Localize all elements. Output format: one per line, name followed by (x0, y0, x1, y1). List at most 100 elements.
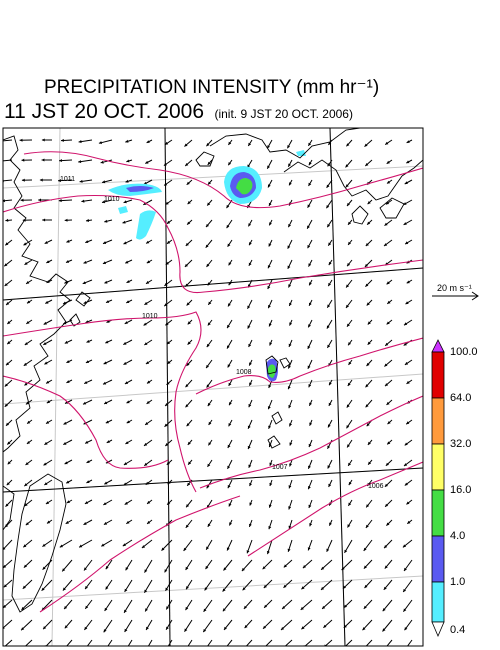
wind-vector-head (344, 604, 348, 608)
wind-vector-head (328, 261, 332, 266)
wind-vector-head (105, 340, 109, 344)
wind-vector-head (125, 441, 129, 444)
wind-vector-head (248, 223, 252, 227)
wind-vector-head (66, 480, 70, 484)
wind-vector-head (164, 569, 168, 573)
wind-vector-head (248, 343, 252, 347)
valid-time: 11 JST 20 OCT. 2006 (4, 100, 205, 123)
wind-vector-head (42, 218, 46, 222)
wind-vector-head (208, 421, 212, 425)
wind-vector-head (84, 567, 87, 571)
wind-vector (147, 639, 153, 646)
wind-vector-head (144, 301, 148, 305)
wind-vector-head (123, 341, 127, 345)
colorbar-bin-1-4 (431, 535, 445, 583)
wind-vector (45, 639, 53, 646)
wind-vector-head (126, 159, 130, 163)
wind-vector-head (228, 262, 232, 266)
wind-vector-head (143, 202, 147, 205)
wind-vector-head (288, 163, 291, 167)
wind-vector-head (362, 627, 366, 631)
isobar-label: 1006 (368, 483, 384, 490)
wind-vector-head (384, 363, 388, 367)
wind-vector-head (289, 463, 292, 467)
wind-vector-head (308, 443, 312, 448)
wind-vector-head (365, 243, 369, 246)
wind-vector-head (165, 403, 169, 406)
wind-vector-head (321, 566, 325, 570)
wind-vector-head (287, 548, 291, 552)
wind-vector-head (24, 261, 28, 265)
wind-vector (24, 639, 33, 646)
colorbar (431, 339, 445, 638)
wind-vector-head (81, 199, 85, 203)
wind-vector-head (405, 301, 409, 305)
coast-taiwan (11, 473, 67, 613)
wind-vector-head (145, 160, 149, 164)
isobar-labels: 1011 1010 1010 1008 1007 1006 (60, 176, 384, 490)
wind-vector-head (206, 263, 210, 267)
wind-vector-head (106, 300, 110, 303)
wind-vector-head (387, 441, 391, 445)
wind-vector-head (66, 380, 70, 383)
wind-vector-head (386, 401, 390, 405)
wind-vector-head (185, 242, 189, 246)
wind-vector-head (6, 422, 10, 426)
wind-vector-head (287, 245, 291, 249)
wind-vector-head (44, 361, 48, 365)
wind-vector-head (243, 605, 247, 609)
colorbar-bin-32-64 (431, 397, 445, 445)
wind-vector-head (403, 222, 407, 225)
wind-vector-head (268, 243, 272, 247)
wind-vector-head (248, 464, 252, 468)
wind-vector-head (22, 585, 26, 589)
wind-vector-head (288, 343, 292, 347)
wind-vector-head (207, 322, 211, 326)
wind-vector-head (24, 483, 28, 487)
isobar-label: 1007 (272, 464, 288, 471)
wind-vector-head (268, 202, 272, 206)
wind-vector-head (187, 482, 191, 486)
wind-vector-head (368, 461, 372, 465)
wind-vector-head (346, 425, 350, 429)
wind-vector-head (144, 462, 148, 466)
wind-vector (284, 639, 293, 646)
wind-vector-head (84, 626, 88, 630)
wind-vector-head (23, 564, 27, 568)
wind-vector-head (367, 221, 371, 225)
wind-vector-head (365, 524, 369, 528)
wind-vector-head (125, 567, 129, 571)
isobar-1007 (199, 395, 423, 489)
wind-vector-head (39, 178, 43, 182)
wind-vector-head (348, 241, 351, 245)
wind-vector-head (302, 565, 306, 569)
wind-vector-head (309, 282, 312, 286)
wind-vector-head (267, 285, 271, 289)
wind-vector-head (268, 305, 271, 309)
wind-vector-head (4, 383, 8, 387)
wind-vector-head (166, 381, 170, 385)
wind-vector-head (329, 522, 332, 526)
wind-vector-head (249, 242, 252, 246)
wind-vector-head (385, 462, 389, 466)
wind-vector-head (384, 243, 388, 246)
wind-vector-head (100, 160, 104, 164)
wind-vector-head (404, 442, 408, 446)
wind-vector-head (385, 342, 389, 346)
wind-vector-head (106, 319, 110, 323)
coast-korea-china (3, 135, 71, 453)
wind-vector-head (203, 608, 207, 612)
wind-vector-head (167, 481, 171, 485)
wind-vector-head (147, 380, 151, 384)
wind-vector-head (184, 263, 188, 267)
wind-vector-head (347, 202, 350, 206)
wind-vector-head (206, 485, 210, 489)
wind-vector (187, 639, 193, 646)
wind-vector-head (44, 241, 48, 244)
wind-vector-head (185, 606, 189, 611)
wind-vector-head (242, 587, 246, 591)
wind-vector-head (407, 520, 411, 524)
wind-vector-head (104, 401, 108, 405)
wind-vector-head (125, 260, 129, 264)
wind-vector-head (347, 382, 351, 386)
